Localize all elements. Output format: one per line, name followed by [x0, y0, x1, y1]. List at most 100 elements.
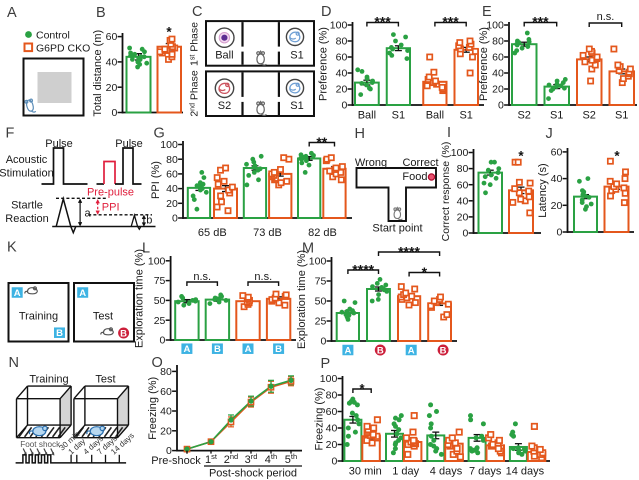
svg-text:Ball: Ball: [358, 110, 376, 122]
svg-text:S1: S1: [459, 110, 472, 122]
svg-text:Ball: Ball: [215, 50, 233, 62]
svg-text:Correct response (%): Correct response (%): [440, 142, 452, 242]
svg-text:3rd: 3rd: [245, 452, 258, 467]
svg-text:50: 50: [315, 296, 327, 308]
svg-text:Pulse: Pulse: [45, 138, 73, 150]
svg-text:7 days: 7 days: [469, 466, 502, 478]
svg-text:75: 75: [315, 276, 327, 288]
svg-text:80: 80: [326, 390, 338, 402]
svg-text:A: A: [7, 5, 17, 21]
svg-text:n.s.: n.s.: [193, 271, 211, 283]
svg-text:Preference (%): Preference (%): [318, 27, 330, 101]
svg-text:Post-shock period: Post-shock period: [209, 468, 297, 480]
svg-text:Training: Training: [19, 311, 58, 323]
svg-text:N: N: [9, 355, 19, 371]
svg-text:Freezing (%): Freezing (%): [147, 377, 159, 440]
svg-text:0: 0: [331, 456, 337, 468]
svg-text:20: 20: [166, 198, 178, 210]
svg-text:1 day: 1 day: [392, 466, 419, 478]
svg-text:G: G: [154, 126, 165, 142]
svg-text:J: J: [546, 126, 553, 142]
svg-text:80: 80: [160, 366, 172, 378]
svg-text:Test: Test: [93, 311, 113, 323]
svg-text:20: 20: [492, 84, 504, 96]
svg-text:Exploration time (%): Exploration time (%): [134, 249, 146, 348]
svg-text:4th: 4th: [265, 452, 277, 467]
svg-text:E: E: [482, 4, 492, 20]
svg-text:Start point: Start point: [372, 223, 422, 235]
svg-text:40: 40: [166, 183, 178, 195]
svg-text:F: F: [6, 126, 15, 142]
svg-text:Exploration time (%): Exploration time (%): [296, 250, 308, 349]
svg-text:60: 60: [106, 31, 118, 43]
svg-text:***: ***: [374, 14, 391, 30]
svg-text:50: 50: [154, 295, 166, 307]
svg-text:40: 40: [336, 68, 348, 80]
svg-text:40: 40: [326, 423, 338, 435]
svg-text:0: 0: [462, 228, 468, 240]
svg-text:60: 60: [492, 52, 504, 64]
svg-text:A: A: [79, 288, 86, 299]
svg-text:S1: S1: [550, 110, 563, 122]
svg-text:***: ***: [532, 14, 549, 30]
svg-text:65 dB: 65 dB: [198, 227, 227, 239]
svg-text:2nd: 2nd: [224, 452, 238, 467]
svg-text:Control: Control: [36, 29, 70, 41]
svg-text:100: 100: [160, 139, 178, 151]
svg-text:Ball: Ball: [426, 110, 444, 122]
svg-text:1st: 1st: [205, 452, 218, 467]
svg-text:Food: Food: [402, 171, 427, 183]
svg-text:S1: S1: [392, 110, 405, 122]
svg-text:B: B: [56, 328, 63, 339]
svg-text:Training: Training: [29, 374, 68, 386]
svg-text:S1: S1: [290, 100, 303, 112]
svg-text:30 min: 30 min: [349, 466, 382, 478]
svg-text:Total distance (m): Total distance (m): [92, 30, 104, 117]
svg-text:**: **: [316, 134, 327, 150]
svg-text:A: A: [408, 346, 415, 357]
svg-text:Pre-pulse: Pre-pulse: [87, 187, 134, 199]
svg-text:S1: S1: [290, 50, 303, 62]
svg-text:*: *: [518, 149, 524, 164]
svg-text:PPI: PPI: [102, 202, 120, 214]
svg-text:Stimulation: Stimulation: [0, 168, 54, 180]
svg-text:***: ***: [442, 14, 459, 30]
svg-text:H: H: [355, 126, 365, 142]
svg-text:S1: S1: [615, 110, 628, 122]
svg-text:60: 60: [166, 169, 178, 181]
svg-text:40: 40: [160, 406, 172, 418]
svg-text:G6PD CKO: G6PD CKO: [36, 43, 90, 55]
svg-text:Acoustic: Acoustic: [6, 154, 48, 166]
svg-text:B: B: [96, 5, 106, 21]
svg-text:0: 0: [166, 445, 172, 457]
svg-text:Freezing (%): Freezing (%): [313, 388, 325, 451]
svg-text:Reaction: Reaction: [5, 213, 48, 225]
svg-text:b: b: [146, 214, 152, 226]
svg-text:Foot shock: Foot shock: [20, 440, 61, 449]
svg-text:D: D: [321, 4, 331, 20]
svg-text:60: 60: [457, 179, 469, 191]
svg-text:C: C: [192, 4, 202, 20]
svg-text:25: 25: [154, 315, 166, 327]
svg-text:Wrong: Wrong: [355, 157, 387, 169]
svg-text:Pulse: Pulse: [115, 138, 143, 150]
svg-text:73 dB: 73 dB: [253, 227, 282, 239]
svg-text:20: 20: [336, 84, 348, 96]
svg-text:1st Phase: 1st Phase: [189, 22, 201, 66]
svg-text:*: *: [166, 25, 172, 40]
svg-text:O: O: [152, 355, 163, 371]
svg-text:*: *: [614, 149, 620, 164]
svg-text:*: *: [359, 381, 365, 396]
svg-text:I: I: [447, 125, 451, 141]
svg-text:60: 60: [336, 52, 348, 64]
svg-text:100: 100: [148, 255, 166, 267]
svg-text:14 days: 14 days: [506, 466, 545, 478]
svg-text:*: *: [422, 264, 428, 280]
svg-text:40: 40: [492, 68, 504, 80]
svg-text:40: 40: [106, 57, 118, 69]
svg-text:0: 0: [111, 107, 117, 119]
svg-text:100: 100: [320, 373, 338, 385]
svg-text:20: 20: [160, 425, 172, 437]
svg-text:80: 80: [336, 36, 348, 48]
svg-text:80: 80: [492, 36, 504, 48]
